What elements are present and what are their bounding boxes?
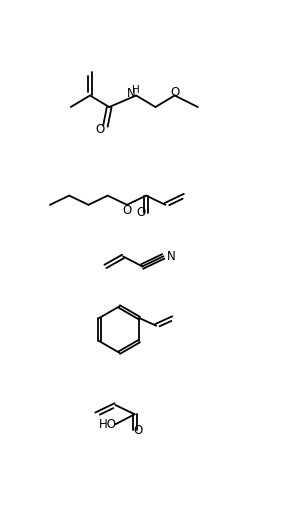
Text: H: H [132,85,140,95]
Text: O: O [122,204,132,218]
Text: N: N [166,250,175,263]
Text: O: O [170,86,179,99]
Text: O: O [136,206,145,219]
Text: HO: HO [99,418,117,431]
Text: O: O [134,424,143,437]
Text: N: N [127,87,135,100]
Text: O: O [95,123,105,136]
